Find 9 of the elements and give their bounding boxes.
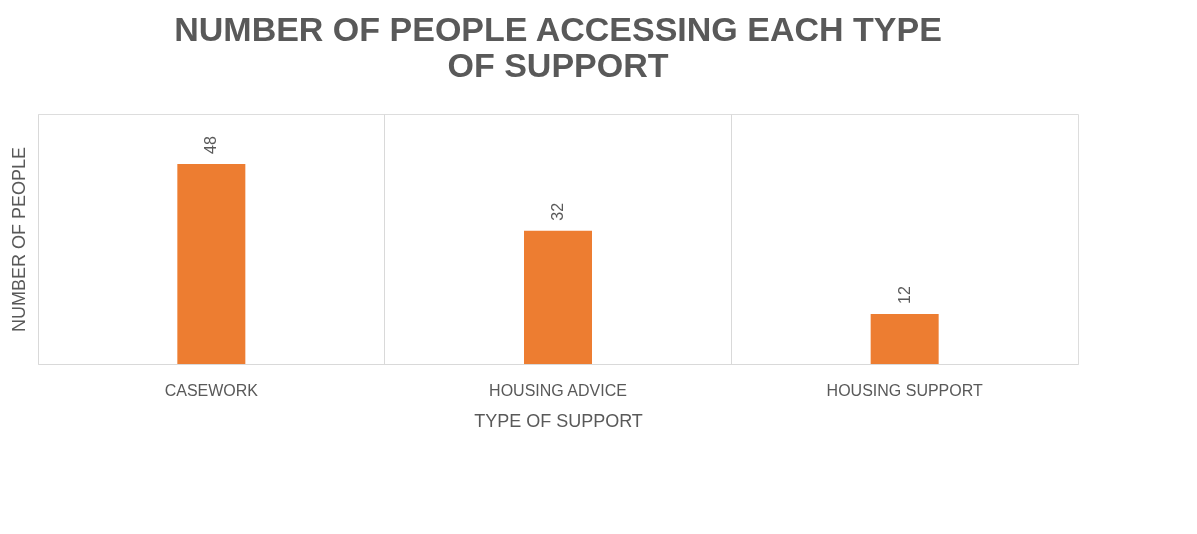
x-axis-title: TYPE OF SUPPORT <box>474 410 643 431</box>
x-tick-label: HOUSING SUPPORT <box>826 381 983 399</box>
data-label: 48 <box>202 136 220 154</box>
x-tick-label: CASEWORK <box>164 381 259 399</box>
x-tick-label: HOUSING ADVICE <box>489 381 627 399</box>
data-label: 12 <box>895 286 913 304</box>
data-label: 32 <box>549 202 566 221</box>
chart-title: NUMBER OF PEOPLE ACCESSING EACH TYPE OF SUPPORT <box>174 10 942 84</box>
y-axis-title: NUMBER OF PEOPLE <box>8 146 29 333</box>
